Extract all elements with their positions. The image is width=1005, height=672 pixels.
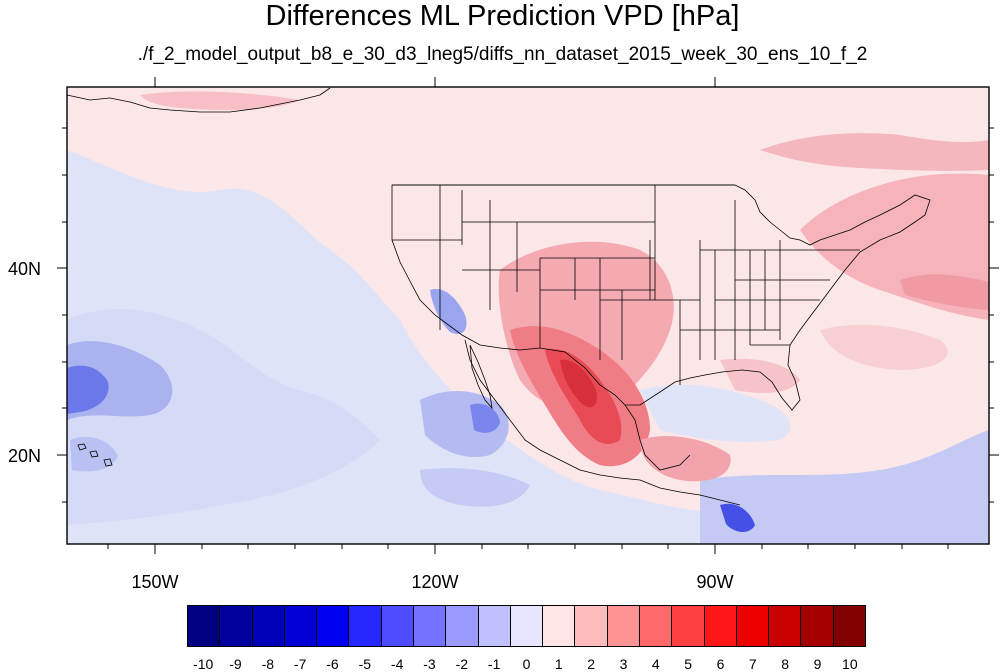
region-florida-pink [720,358,800,393]
colorbar-swatch [607,606,640,646]
colorbar-tick-label: -3 [423,656,436,672]
colorbar-tick-label: 7 [748,656,757,672]
lat-label-20n: 20N [8,446,42,466]
region-far-west-deep [67,365,109,414]
vpd-difference-map [57,77,999,554]
gulf-coast-mexico [624,404,691,471]
baja-california [469,344,493,410]
region-california-blue [430,289,467,335]
lon-label-120w: 120W [411,572,459,592]
region-central-america-pink [640,435,731,482]
alaska-coast [66,87,331,113]
colorbar-swatch [478,606,511,646]
colorbar-swatch [510,606,544,646]
colorbar-tick-label: -4 [390,656,404,672]
region-hawaii-blue [70,436,118,472]
colorbar-tick-label: 1 [554,656,563,672]
colorbar-tick-label: 3 [619,656,628,672]
colorbar-tick-label: -9 [229,656,242,672]
colorbar-tick-label: -2 [455,656,469,672]
colorbar-tick-label: -8 [261,656,275,672]
colorbar-tick-label: 10 [842,656,858,672]
colorbar-swatch [769,606,802,646]
axis-ticks [57,77,999,554]
colorbar-swatch [252,606,285,646]
colorbar-tick-label: 2 [587,656,596,672]
us-outline [391,184,931,411]
colorbar-swatch [833,606,865,646]
colorbar-swatch [188,606,221,646]
colorbar-swatch [317,606,350,646]
colorbar-tick-label: 5 [684,656,693,672]
region-caribbean-blue [700,430,989,544]
colorbar-swatch [575,606,608,646]
colorbar-swatch [672,606,705,646]
figure-subtitle: ./f_2_model_output_b8_e_30_d3_lneg5/diff… [137,44,868,65]
colorbar-tick-label: 6 [716,656,725,672]
colorbar-swatch [349,606,382,646]
region-gulf-blue [640,384,791,442]
colorbar-swatch [704,606,737,646]
hawaii-islands [77,443,113,467]
region-caribbean-deep [720,503,755,533]
colorbar-swatch [639,606,673,646]
region-southwest-pacific-deep [470,403,500,433]
colorbar [187,605,866,647]
state-lines-horizontal [392,221,860,346]
region-alaska-pink [140,91,300,110]
lat-label-40n: 40N [8,259,42,279]
lon-label-90w: 90W [696,572,734,592]
colorbar-tick-label: 4 [651,656,660,672]
colorbar-swatch [801,606,834,646]
colorbar-tick-label: -1 [487,656,501,672]
region-east-pacific-blue [420,468,530,507]
colorbar-swatch [543,606,576,646]
colorbar-swatch [284,606,318,646]
colorbar-swatch [446,606,479,646]
colorbar-tick-label: -10 [193,656,214,672]
colorbar-swatch [736,606,770,646]
colorbar-swatch [413,606,447,646]
region-atlantic-pink [820,324,948,370]
map-field [67,87,989,544]
colorbar-tick-label: 0 [522,656,531,672]
region-north-atlantic-pink [760,133,989,171]
colorbar-tick-label: -6 [326,656,339,672]
region-mexico-core [560,359,598,408]
colorbar-swatch [220,606,253,646]
colorbar-tick-label: 9 [813,656,822,672]
lon-label-150w: 150W [131,572,179,592]
colorbar-tick-label: -5 [358,656,372,672]
colorbar-tick-label: -7 [293,656,307,672]
colorbar-swatch [381,606,414,646]
region-northeast-red [900,274,989,310]
mexico-coast [464,339,741,506]
figure-title: Differences ML Prediction VPD [hPa] [265,0,740,32]
map-boundaries [66,87,931,506]
colorbar-tick-label: 8 [781,656,790,672]
